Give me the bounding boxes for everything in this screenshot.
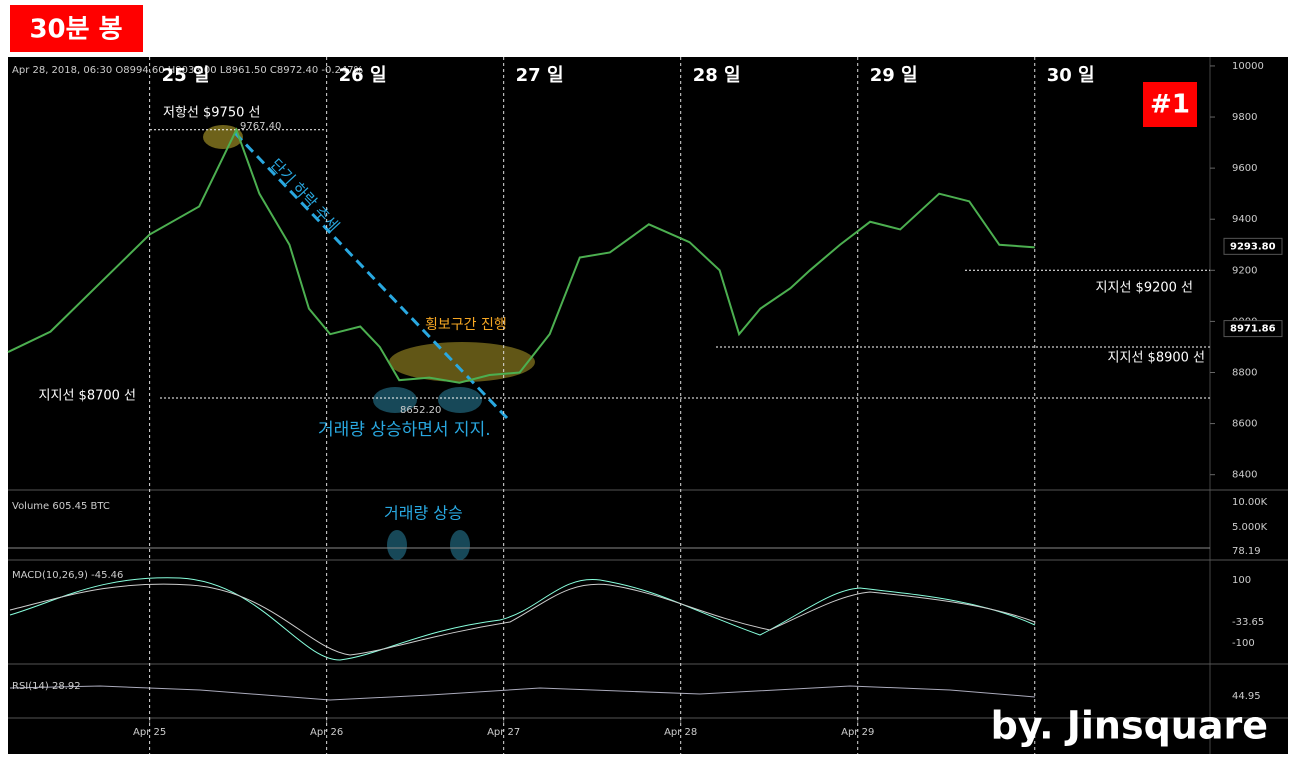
range-note: 횡보구간 진행 <box>425 317 507 333</box>
symbol-info: Apr 28, 2018, 06:30 O8994.60 H9033.00 L8… <box>12 65 363 76</box>
support-note: 거래량 상승하면서 지지. <box>318 420 491 440</box>
volume-note: 거래량 상승 <box>384 504 463 523</box>
level-label: 지지선 $9200 선 <box>1096 281 1193 296</box>
y-tick-label: 9200 <box>1232 265 1257 276</box>
macd-tick: -33.65 <box>1232 617 1264 628</box>
level-label: 지지선 $8900 선 <box>1108 351 1205 366</box>
x-tick-label: Apr 29 <box>841 727 874 738</box>
highlight <box>438 387 482 413</box>
x-tick-label: Apr 27 <box>487 727 520 738</box>
badge: 30분 봉 <box>29 15 122 45</box>
price-label: 8971.86 <box>1230 324 1276 335</box>
macd-line <box>9 577 1036 661</box>
price-label-box <box>1223 320 1283 338</box>
trend-line <box>233 131 509 420</box>
badge-box <box>10 5 143 52</box>
volume-tick: 10.00K <box>1232 497 1268 508</box>
number-badge: #1 <box>1150 90 1190 120</box>
day-label: 25 일 <box>162 65 210 86</box>
high-label: 9767.40 <box>240 121 281 132</box>
low-label: 8652.20 <box>400 405 441 416</box>
chart-area <box>8 57 1288 754</box>
y-tick-label: 10000 <box>1232 61 1264 72</box>
highlight <box>373 387 417 413</box>
x-tick-label: Apr 28 <box>664 727 697 738</box>
level-label: 저항선 $9750 선 <box>163 106 260 121</box>
rsi-tick: 44.95 <box>1232 691 1261 702</box>
x-tick-label: Apr 25 <box>133 727 166 738</box>
y-tick-label: 8600 <box>1232 419 1257 430</box>
y-tick-label: 9400 <box>1232 214 1257 225</box>
day-label: 26 일 <box>339 65 387 86</box>
macd-tick: 100 <box>1232 575 1251 586</box>
volume-tick: 5.000K <box>1232 522 1268 533</box>
y-tick-label: 8800 <box>1232 367 1257 378</box>
watermark: by. Jinsquare <box>991 704 1268 748</box>
price-label-box <box>1223 237 1283 255</box>
y-tick-label: 9800 <box>1232 112 1257 123</box>
macd-signal <box>9 583 1036 656</box>
rsi-label: RSI(14) 28.92 <box>12 681 81 692</box>
y-tick-label: 9600 <box>1232 163 1257 174</box>
day-label: 28 일 <box>693 65 741 86</box>
day-label: 30 일 <box>1047 65 1095 86</box>
highlight <box>203 125 243 149</box>
volume-label: Volume 605.45 BTC <box>12 501 110 512</box>
price-label: 9293.80 <box>1230 241 1276 252</box>
y-tick-label: 8400 <box>1232 470 1257 481</box>
day-label: 27 일 <box>516 65 564 86</box>
highlight <box>389 342 535 382</box>
macd-tick: -100 <box>1232 638 1255 649</box>
day-label: 29 일 <box>870 65 918 86</box>
volume-tick: 78.19 <box>1232 546 1261 557</box>
macd-label: MACD(10,26,9) -45.46 <box>12 570 123 581</box>
x-tick-label: Apr 26 <box>310 727 343 738</box>
price-line <box>7 127 1035 384</box>
highlight <box>387 530 407 560</box>
level-label: 지지선 $8700 선 <box>39 389 136 404</box>
highlight <box>450 530 470 560</box>
number-badge-box <box>1143 82 1197 127</box>
